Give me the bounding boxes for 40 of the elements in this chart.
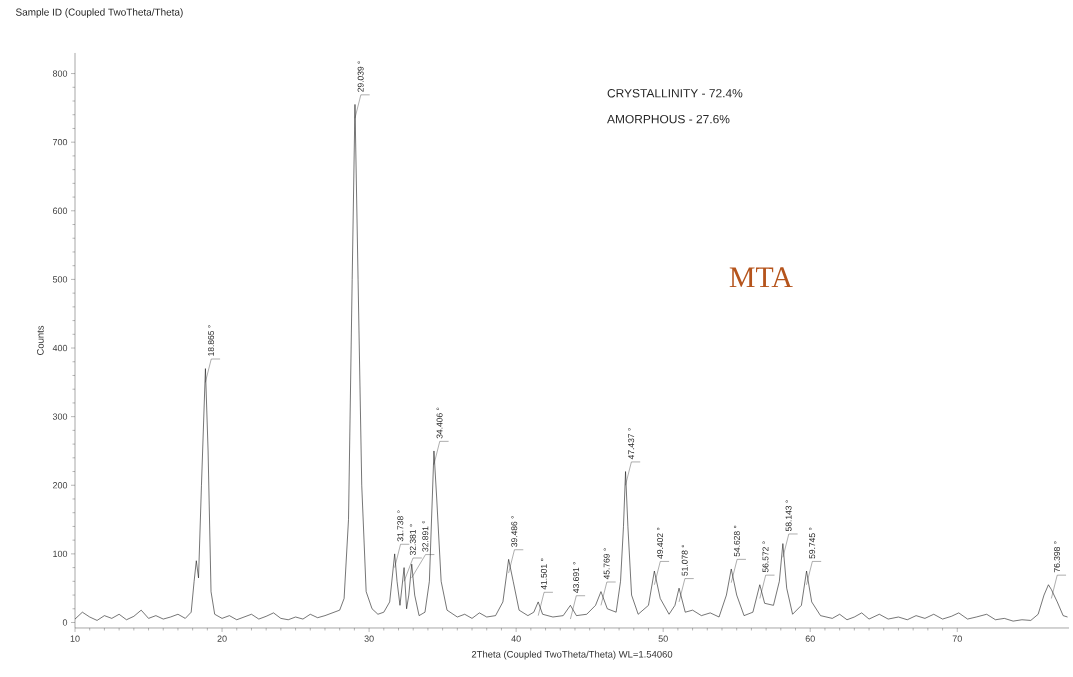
annotation: 32.891 ° — [422, 520, 429, 552]
annotation: MTA — [729, 267, 793, 288]
annotation: 39.486 ° — [511, 516, 518, 547]
x-tick-label: 30 — [364, 635, 374, 642]
y-tick-label: 0 — [62, 619, 68, 626]
annotation: 31.738 ° — [397, 510, 404, 542]
x-tick-label: 60 — [805, 635, 815, 642]
annotation: CRYSTALLINITY - 72.4% — [607, 89, 743, 98]
y-tick-label: 200 — [52, 482, 68, 489]
y-tick-label: 800 — [52, 70, 68, 77]
annotation: 43.691 ° — [573, 562, 580, 593]
annotation: 51.078 ° — [681, 544, 688, 576]
annotation: 32.381 ° — [409, 524, 416, 556]
y-tick-label: 400 — [52, 344, 68, 352]
annotation: 18.865 ° — [208, 325, 215, 356]
annotation: 41.501 ° — [540, 558, 547, 590]
x-tick-label: 50 — [658, 635, 668, 642]
y-tick-label: 600 — [52, 207, 68, 214]
y-tick-label: 100 — [53, 550, 68, 558]
annotation: 49.402 ° — [657, 527, 664, 559]
y-axis-title: Counts — [36, 325, 44, 355]
x-tick-label: 10 — [70, 635, 80, 642]
annotation: AMORPHOUS - 27.6% — [607, 114, 730, 124]
annotation: 59.745 ° — [809, 527, 816, 559]
annotation: 34.406 ° — [436, 407, 443, 439]
x-tick-label: 20 — [217, 635, 227, 642]
x-tick-label: 70 — [952, 635, 962, 642]
annotation: 47.437 ° — [628, 428, 635, 460]
chart-title: Sample ID (Coupled TwoTheta/Theta) — [15, 8, 183, 18]
y-tick-label: 500 — [52, 276, 68, 283]
annotation: 54.628 ° — [733, 525, 740, 557]
annotation: 29.039 ° — [357, 61, 364, 92]
x-tick-label: 40 — [511, 635, 521, 642]
annotation: 58.143 ° — [785, 500, 792, 532]
annotation: 76.398 ° — [1054, 541, 1061, 573]
y-tick-label: 700 — [52, 139, 68, 146]
annotation: 45.769 ° — [603, 548, 610, 580]
x-axis-title: 2Theta (Coupled TwoTheta/Theta) WL=1.54060 — [471, 650, 673, 660]
y-tick-label: 300 — [52, 413, 68, 420]
annotation: 56.572 ° — [762, 541, 769, 573]
